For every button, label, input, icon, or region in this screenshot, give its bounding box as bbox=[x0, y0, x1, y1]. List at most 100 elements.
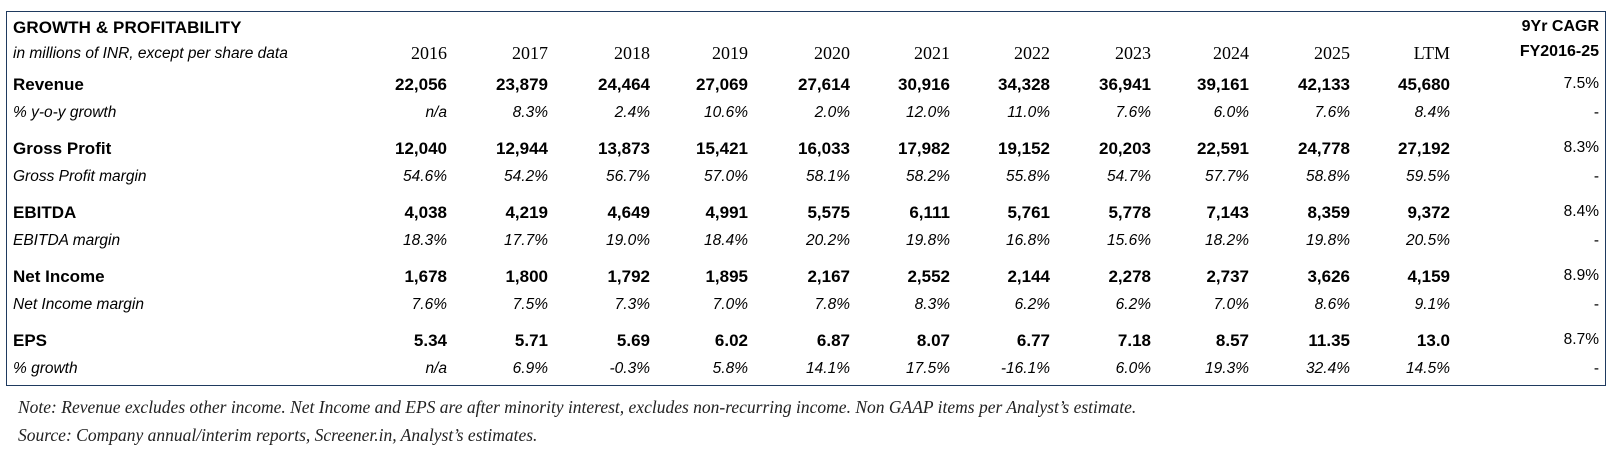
note-text: Note: Revenue excludes other income. Net… bbox=[18, 397, 1137, 417]
table-cell: 8.07 bbox=[916, 331, 950, 350]
table-cell: 2,552 bbox=[907, 267, 950, 286]
table-cell: 14.5% bbox=[1406, 360, 1450, 377]
table-cell: 54.2% bbox=[504, 168, 548, 185]
cagr-cell: 8.9% bbox=[1563, 267, 1599, 284]
table-cell: -0.3% bbox=[609, 360, 651, 377]
year-header-2018: 2018 bbox=[614, 43, 650, 63]
table-row: Net Income 1,678 1,800 1,792 1,895 2,167 2,552… bbox=[7, 264, 1605, 290]
table-cell: 11.35 bbox=[1308, 331, 1350, 350]
year-header-2020: 2020 bbox=[814, 43, 850, 63]
table-cell: 17,982 bbox=[898, 139, 950, 158]
table-cell: 59.5% bbox=[1406, 168, 1450, 185]
table-cell: 27,069 bbox=[696, 75, 748, 94]
row-label: EPS bbox=[13, 331, 48, 350]
table-cell: 2,278 bbox=[1108, 267, 1151, 286]
table-cell: 39,161 bbox=[1197, 75, 1249, 94]
source-text: Source: Company annual/interim reports, … bbox=[18, 425, 538, 445]
cagr-cell: 8.7% bbox=[1563, 331, 1599, 348]
table-cell: 7,143 bbox=[1206, 203, 1249, 222]
table-cell: 20.5% bbox=[1406, 232, 1450, 249]
table-cell: 1,678 bbox=[404, 267, 447, 286]
table-cell: 7.8% bbox=[814, 296, 850, 313]
table-cell: 19.8% bbox=[1306, 232, 1350, 249]
table-row: EBITDA margin 18.3% 17.7% 19.0% 18.4% 20.2% 19… bbox=[7, 228, 1605, 254]
cagr-cell: 7.5% bbox=[1563, 75, 1599, 92]
year-header-2017: 2017 bbox=[512, 43, 548, 63]
cagr-cell: 8.4% bbox=[1563, 203, 1599, 220]
table-cell: 57.0% bbox=[704, 168, 748, 185]
row-label: EBITDA bbox=[13, 203, 77, 222]
table-cell: 14.1% bbox=[806, 360, 850, 377]
footnotes: Note: Revenue excludes other income. Net… bbox=[18, 393, 1136, 449]
row-label: Net Income margin bbox=[13, 296, 144, 313]
table-cell: 23,879 bbox=[496, 75, 548, 94]
table-cell: 2.4% bbox=[614, 104, 650, 121]
table-cell: 6.2% bbox=[1115, 296, 1151, 313]
table-cell: 2,737 bbox=[1206, 267, 1249, 286]
table-cell: 18.4% bbox=[704, 232, 748, 249]
table-row: Gross Profit 12,040 12,944 13,873 15,421 16,0… bbox=[7, 136, 1605, 162]
table-cell: 7.5% bbox=[512, 296, 548, 313]
row-label: Gross Profit bbox=[13, 139, 112, 158]
year-header-2024: 2024 bbox=[1213, 43, 1249, 63]
table-cell: 4,649 bbox=[607, 203, 650, 222]
table-row: % growth n/a 6.9% -0.3% 5.8% 14.1% 17.5% -16.1%… bbox=[7, 356, 1605, 382]
table-cell: n/a bbox=[425, 104, 447, 121]
table-cell: 13,873 bbox=[598, 139, 650, 158]
table-cell: 6.2% bbox=[1014, 296, 1050, 313]
table-cell: 17.5% bbox=[906, 360, 950, 377]
table-cell: 5,575 bbox=[807, 203, 850, 222]
table-cell: 7.0% bbox=[712, 296, 748, 313]
table-cell: 7.6% bbox=[1314, 104, 1350, 121]
table-cell: 56.7% bbox=[606, 168, 650, 185]
table-cell: 5.71 bbox=[514, 331, 548, 350]
table-cell: 45,680 bbox=[1398, 75, 1450, 94]
table-subtitle: in millions of INR, except per share dat… bbox=[13, 45, 288, 62]
table-cell: 12,944 bbox=[496, 139, 548, 158]
table-cell: 19.8% bbox=[906, 232, 950, 249]
table-cell: 6.0% bbox=[1213, 104, 1249, 121]
cagr-header-line1: 9Yr CAGR bbox=[1521, 18, 1599, 35]
table-cell: 15.6% bbox=[1107, 232, 1151, 249]
cagr-cell: 8.3% bbox=[1563, 139, 1599, 156]
table-row: EBITDA 4,038 4,219 4,649 4,991 5,575 6,111 5,76… bbox=[7, 200, 1605, 226]
table-cell: 5.8% bbox=[712, 360, 748, 377]
table-cell: 58.1% bbox=[806, 168, 850, 185]
table-cell: 6.9% bbox=[512, 360, 548, 377]
table-cell: 1,792 bbox=[607, 267, 650, 286]
table-row: EPS 5.34 5.71 5.69 6.02 6.87 8.07 6.77 7.18 8.57 1… bbox=[7, 328, 1605, 354]
year-header-ltm: LTM bbox=[1413, 43, 1450, 63]
year-header-2025: 2025 bbox=[1314, 43, 1350, 63]
table-cell: 6.77 bbox=[1016, 331, 1050, 350]
table-cell: 8,359 bbox=[1307, 203, 1350, 222]
year-header-2016: 2016 bbox=[411, 43, 447, 63]
table-cell: 6.0% bbox=[1115, 360, 1151, 377]
cagr-cell: - bbox=[1593, 232, 1599, 249]
table-cell: 19.3% bbox=[1205, 360, 1249, 377]
table-cell: 10.6% bbox=[704, 104, 748, 121]
cagr-cell: - bbox=[1593, 296, 1599, 313]
row-label: Revenue bbox=[13, 75, 84, 94]
row-label: EBITDA margin bbox=[13, 232, 121, 249]
year-header-2019: 2019 bbox=[712, 43, 748, 63]
table-cell: 6.02 bbox=[714, 331, 748, 350]
table-cell: 18.2% bbox=[1205, 232, 1249, 249]
table-cell: 9.1% bbox=[1414, 296, 1450, 313]
table-cell: 5.34 bbox=[413, 331, 447, 350]
row-label: % y-o-y growth bbox=[13, 104, 117, 121]
table-cell: 20,203 bbox=[1099, 139, 1151, 158]
table-cell: 4,159 bbox=[1407, 267, 1450, 286]
cagr-cell: - bbox=[1593, 104, 1599, 121]
table-row: Gross Profit margin 54.6% 54.2% 56.7% 57.0% 5… bbox=[7, 164, 1605, 190]
table-cell: 58.2% bbox=[906, 168, 950, 185]
table-cell: 5.69 bbox=[616, 331, 650, 350]
table-cell: 24,464 bbox=[598, 75, 650, 94]
table-cell: 57.7% bbox=[1205, 168, 1249, 185]
table-cell: 5,778 bbox=[1108, 203, 1151, 222]
row-label: % growth bbox=[13, 360, 78, 377]
table-cell: 1,895 bbox=[705, 267, 748, 286]
table-cell: 12,040 bbox=[395, 139, 447, 158]
table-cell: 36,941 bbox=[1099, 75, 1151, 94]
table-cell: 54.7% bbox=[1107, 168, 1151, 185]
table-cell: 12.0% bbox=[906, 104, 950, 121]
